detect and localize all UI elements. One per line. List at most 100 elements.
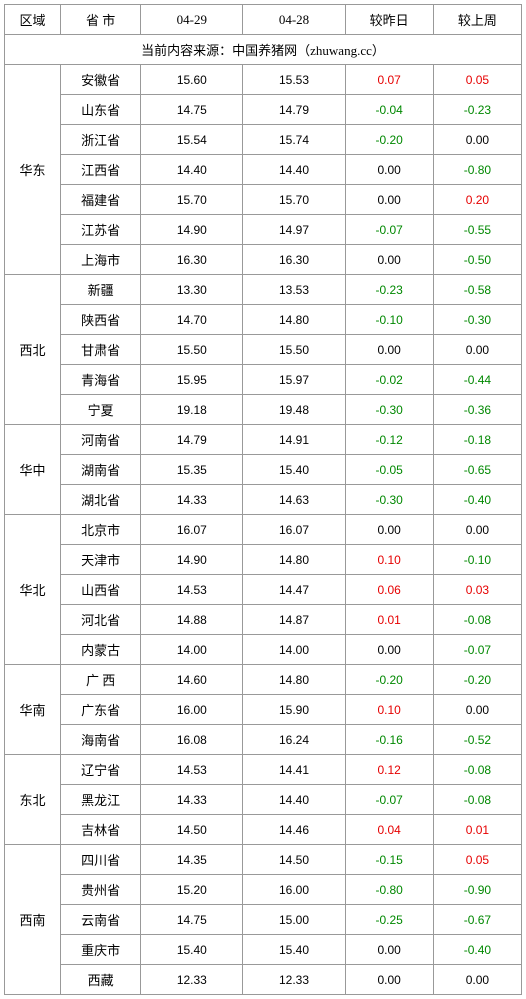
header-change-day: 较昨日 (345, 5, 433, 35)
table-row: 湖南省15.3515.40-0.05-0.65 (5, 455, 522, 485)
value-0429: 14.53 (141, 575, 243, 605)
change-week: 0.03 (433, 575, 521, 605)
change-week: -0.10 (433, 545, 521, 575)
table-row: 山西省14.5314.470.060.03 (5, 575, 522, 605)
change-week: -0.08 (433, 755, 521, 785)
table-row: 吉林省14.5014.460.040.01 (5, 815, 522, 845)
value-0428: 16.30 (243, 245, 345, 275)
change-day: -0.25 (345, 905, 433, 935)
table-row: 青海省15.9515.97-0.02-0.44 (5, 365, 522, 395)
table-row: 黑龙江14.3314.40-0.07-0.08 (5, 785, 522, 815)
value-0429: 14.33 (141, 485, 243, 515)
value-0429: 16.30 (141, 245, 243, 275)
change-week: -0.08 (433, 605, 521, 635)
province-cell: 天津市 (61, 545, 141, 575)
change-day: -0.16 (345, 725, 433, 755)
province-cell: 宁夏 (61, 395, 141, 425)
province-cell: 重庆市 (61, 935, 141, 965)
header-row: 区域 省 市 04-29 04-28 较昨日 较上周 (5, 5, 522, 35)
header-date1: 04-29 (141, 5, 243, 35)
change-week: -0.36 (433, 395, 521, 425)
change-day: 0.00 (345, 155, 433, 185)
value-0429: 14.35 (141, 845, 243, 875)
source-row: 当前内容来源：中国养猪网（zhuwang.cc） (5, 35, 522, 65)
value-0429: 15.70 (141, 185, 243, 215)
table-row: 贵州省15.2016.00-0.80-0.90 (5, 875, 522, 905)
change-week: 0.00 (433, 125, 521, 155)
change-day: -0.04 (345, 95, 433, 125)
province-cell: 湖南省 (61, 455, 141, 485)
header-change-week: 较上周 (433, 5, 521, 35)
value-0429: 14.00 (141, 635, 243, 665)
value-0428: 15.50 (243, 335, 345, 365)
value-0428: 19.48 (243, 395, 345, 425)
province-cell: 陕西省 (61, 305, 141, 335)
table-row: 西北新疆13.3013.53-0.23-0.58 (5, 275, 522, 305)
table-row: 浙江省15.5415.74-0.200.00 (5, 125, 522, 155)
region-cell: 西北 (5, 275, 61, 425)
province-cell: 新疆 (61, 275, 141, 305)
value-0428: 15.00 (243, 905, 345, 935)
table-row: 广东省16.0015.900.100.00 (5, 695, 522, 725)
province-cell: 江苏省 (61, 215, 141, 245)
table-row: 河北省14.8814.870.01-0.08 (5, 605, 522, 635)
province-cell: 湖北省 (61, 485, 141, 515)
province-cell: 安徽省 (61, 65, 141, 95)
table-row: 福建省15.7015.700.000.20 (5, 185, 522, 215)
value-0428: 15.97 (243, 365, 345, 395)
change-day: -0.30 (345, 395, 433, 425)
change-day: -0.12 (345, 425, 433, 455)
province-cell: 甘肃省 (61, 335, 141, 365)
province-cell: 内蒙古 (61, 635, 141, 665)
province-cell: 广 西 (61, 665, 141, 695)
value-0429: 14.75 (141, 905, 243, 935)
region-cell: 华中 (5, 425, 61, 515)
table-row: 陕西省14.7014.80-0.10-0.30 (5, 305, 522, 335)
table-row: 西藏12.3312.330.000.00 (5, 965, 522, 995)
province-cell: 上海市 (61, 245, 141, 275)
province-cell: 广东省 (61, 695, 141, 725)
province-cell: 海南省 (61, 725, 141, 755)
province-cell: 山东省 (61, 95, 141, 125)
change-week: -0.55 (433, 215, 521, 245)
value-0428: 15.40 (243, 455, 345, 485)
value-0428: 15.40 (243, 935, 345, 965)
change-day: 0.00 (345, 635, 433, 665)
change-week: -0.65 (433, 455, 521, 485)
value-0429: 14.50 (141, 815, 243, 845)
region-cell: 华北 (5, 515, 61, 665)
value-0429: 14.79 (141, 425, 243, 455)
change-day: -0.05 (345, 455, 433, 485)
change-week: -0.08 (433, 785, 521, 815)
change-day: 0.00 (345, 185, 433, 215)
change-week: -0.44 (433, 365, 521, 395)
value-0428: 15.74 (243, 125, 345, 155)
value-0429: 16.08 (141, 725, 243, 755)
province-cell: 贵州省 (61, 875, 141, 905)
change-week: 0.05 (433, 65, 521, 95)
region-cell: 西南 (5, 845, 61, 995)
province-cell: 四川省 (61, 845, 141, 875)
change-week: 0.00 (433, 965, 521, 995)
table-row: 华中河南省14.7914.91-0.12-0.18 (5, 425, 522, 455)
value-0429: 14.40 (141, 155, 243, 185)
change-day: 0.06 (345, 575, 433, 605)
table-row: 华北北京市16.0716.070.000.00 (5, 515, 522, 545)
change-day: 0.10 (345, 695, 433, 725)
change-day: 0.12 (345, 755, 433, 785)
value-0428: 15.90 (243, 695, 345, 725)
value-0429: 19.18 (141, 395, 243, 425)
change-week: -0.80 (433, 155, 521, 185)
value-0429: 14.75 (141, 95, 243, 125)
table-body: 华东安徽省15.6015.530.070.05山东省14.7514.79-0.0… (5, 65, 522, 995)
change-day: -0.20 (345, 125, 433, 155)
region-cell: 东北 (5, 755, 61, 845)
table-row: 上海市16.3016.300.00-0.50 (5, 245, 522, 275)
table-row: 云南省14.7515.00-0.25-0.67 (5, 905, 522, 935)
value-0429: 13.30 (141, 275, 243, 305)
value-0429: 15.95 (141, 365, 243, 395)
value-0428: 14.50 (243, 845, 345, 875)
change-day: -0.02 (345, 365, 433, 395)
table-row: 华东安徽省15.6015.530.070.05 (5, 65, 522, 95)
value-0428: 14.41 (243, 755, 345, 785)
